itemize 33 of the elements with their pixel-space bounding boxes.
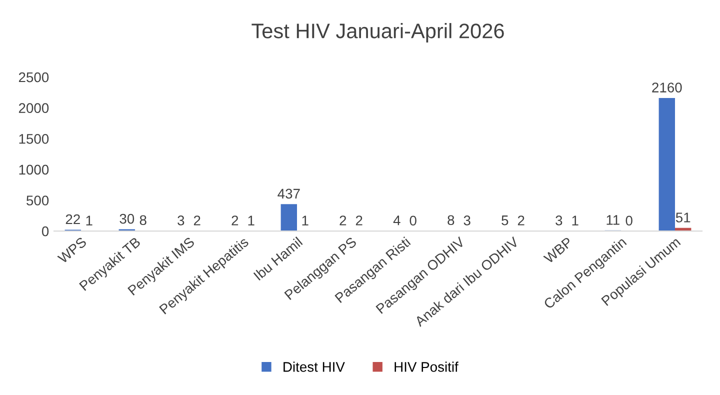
data-label: 8 [140,215,146,226]
legend-label: Ditest HIV [284,362,345,372]
y-tick-label: 1000 [19,164,49,175]
data-label: 2 [518,216,524,226]
data-label: 11 [606,215,620,225]
data-label: 2 [340,216,346,226]
y-tick-label: 500 [26,196,49,206]
data-label: 2 [356,216,362,226]
chart-title: Test HIV Januari-April 2026 [252,23,504,42]
data-label: 2160 [652,82,682,92]
data-label: 30 [120,214,134,224]
data-label: 5 [502,216,508,226]
y-tick-label: 2000 [18,103,49,114]
data-label: 1 [86,216,92,226]
y-tick-label: 1500 [19,134,49,144]
data-label: 3 [464,216,470,226]
data-label: 437 [278,188,300,199]
data-label: 3 [178,216,184,226]
legend-label: HIV Positif [394,362,458,372]
y-tick-label: 2500 [18,72,49,82]
data-label: 8 [448,215,454,226]
data-label: 2 [194,216,200,226]
data-label: 4 [393,216,400,226]
data-label: 2 [232,216,238,226]
data-label: 1 [302,216,308,226]
data-label: 1 [572,216,578,226]
data-label: 3 [556,216,562,226]
y-tick-label: 0 [42,226,49,236]
data-label: 0 [410,216,416,226]
data-label: 22 [66,214,80,224]
data-label: 1 [248,216,254,226]
data-label: 0 [626,216,632,226]
data-label: 51 [676,212,690,222]
